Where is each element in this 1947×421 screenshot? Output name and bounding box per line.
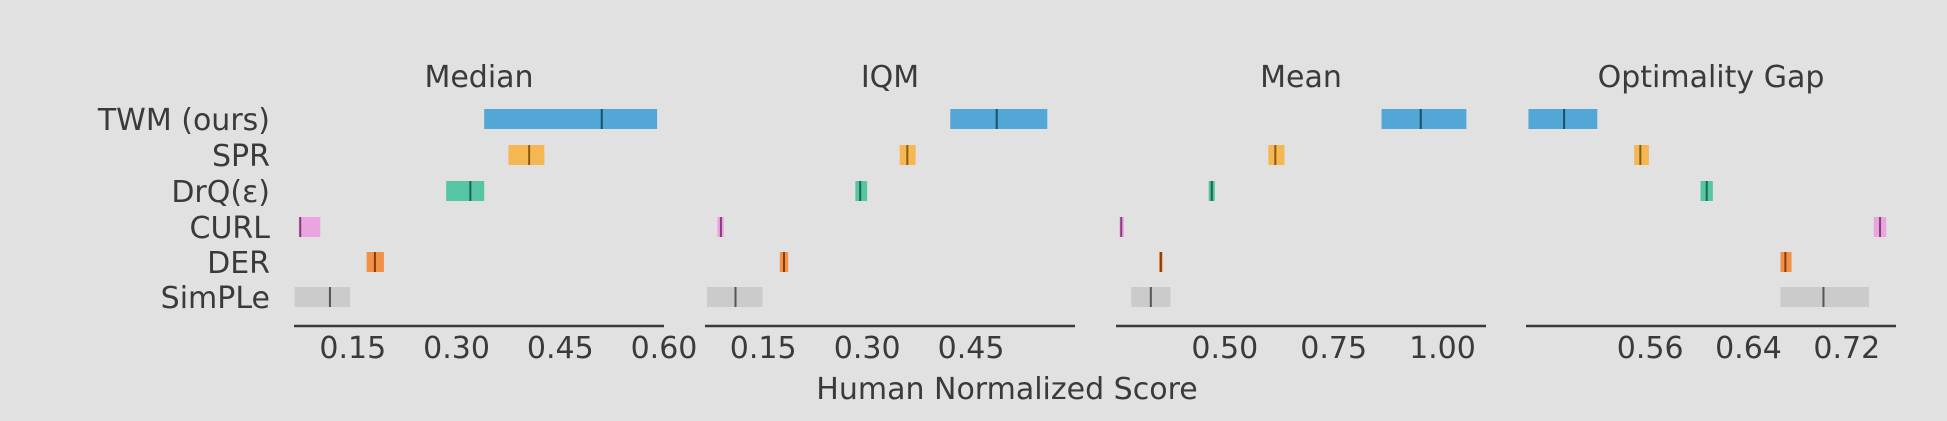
x-tick-label: 0.75 [1300, 331, 1367, 366]
x-tick-label: 0.56 [1617, 331, 1684, 366]
interval-bar-twm-ours [1381, 109, 1467, 129]
interval-bar-spr [1634, 145, 1649, 165]
x-tick-label: 0.72 [1813, 331, 1880, 366]
method-label-spr: SPR [212, 139, 270, 174]
metric-panels: Median 0.15 0.30 0.45 0.60 IQM 0.15 0.30 0.45 Mea… [294, 60, 1896, 366]
interval-bar-twm-ours [484, 109, 658, 129]
x-tick-label: 0.30 [834, 331, 901, 366]
x-tick-label: 0.60 [631, 331, 698, 366]
panel-title: Optimality Gap [1598, 60, 1825, 95]
panel-mean: Mean 0.50 0.75 1.00 [1116, 60, 1486, 366]
x-axis-label: Human Normalized Score [816, 372, 1197, 407]
panel-title: Median [424, 60, 533, 95]
x-tick-label: 0.15 [730, 331, 797, 366]
x-tick-label: 0.45 [527, 331, 594, 366]
method-label-twm-ours: TWM (ours) [97, 103, 270, 138]
panel-title: Mean [1260, 60, 1342, 95]
interval-bar-spr [508, 145, 545, 165]
method-label-drq: DrQ(ε) [171, 175, 270, 210]
interval-bar-spr [1268, 145, 1285, 165]
x-tick-label: 0.64 [1715, 331, 1782, 366]
interval-bar-simple [1780, 287, 1869, 307]
x-tick-label: 0.45 [938, 331, 1005, 366]
method-label-simple: SimPLe [161, 281, 270, 316]
interval-bar-curl [298, 217, 321, 237]
interval-bar-twm-ours [1528, 109, 1598, 129]
panel-iqm: IQM 0.15 0.30 0.45 [705, 60, 1075, 366]
x-tick-label: 0.30 [423, 331, 490, 366]
x-tick-label: 0.50 [1191, 331, 1258, 366]
interval-bar-simple [294, 287, 351, 307]
method-label-curl: CURL [190, 211, 271, 246]
panel-optimality-gap: Optimality Gap 0.56 0.64 0.72 [1526, 60, 1896, 366]
interval-bar-twm-ours [950, 109, 1048, 129]
interval-bar-drq [446, 181, 485, 201]
x-tick-label: 0.15 [319, 331, 386, 366]
panel-title: IQM [861, 60, 919, 95]
interval-bar-drq [855, 181, 868, 201]
method-label-der: DER [207, 246, 270, 281]
x-tick-label: 1.00 [1409, 331, 1476, 366]
panel-median: Median 0.15 0.30 0.45 0.60 [294, 60, 697, 366]
